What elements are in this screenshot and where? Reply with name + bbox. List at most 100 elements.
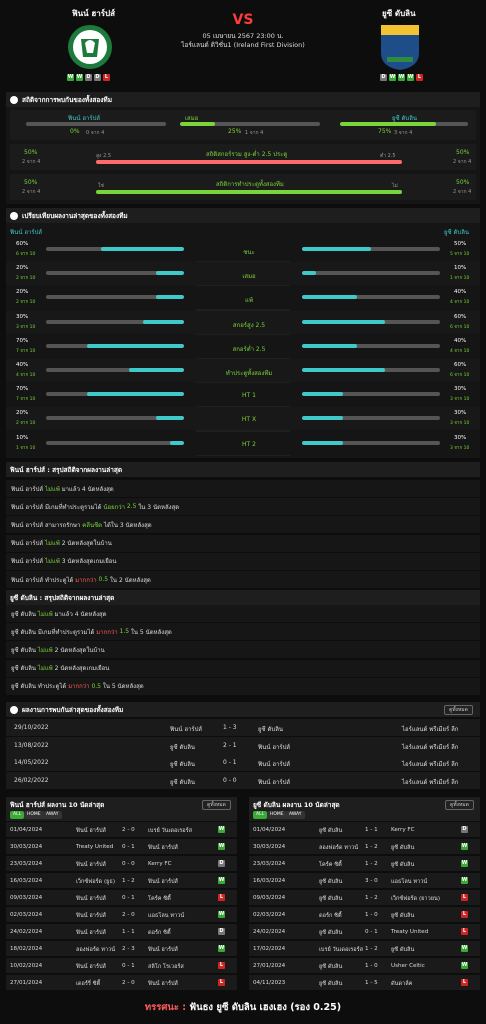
home-team[interactable]: เดอร์รี่ ซิตี้ — [76, 981, 101, 987]
home-team[interactable]: ฟินน์ ฮาร์ปส์ — [76, 862, 106, 868]
home-team[interactable]: ฟินน์ ฮาร์ปส์ — [76, 930, 106, 936]
away-team[interactable]: Treaty United — [391, 929, 429, 935]
home-team[interactable]: ดอร์ก ซิตี้ — [319, 913, 342, 919]
result-row[interactable]: 02/03/2024 ดอร์ก ซิตี้ 1 - 0 ยูซี ดับลิน L — [249, 907, 480, 924]
away-team[interactable]: ฟินน์ ฮาร์ปส์ — [148, 845, 178, 851]
away-team[interactable]: โคร์ค ซิตี้ — [148, 896, 171, 902]
result-row[interactable]: 27/01/2024 เดอร์รี่ ซิตี้ 2 - 0 ฟินน์ ฮาร์ป… — [6, 975, 237, 992]
home-team[interactable]: Treaty United — [76, 844, 114, 850]
away-team[interactable]: ฟินน์ ฮาร์ปส์ — [258, 778, 291, 786]
away-team[interactable]: ดันดาล์ค — [391, 981, 413, 987]
result-row[interactable]: 30/03/2024 ลองฟอร์ด ทาวน์ 1 - 2 ยูซี ดับลิน… — [249, 839, 480, 856]
home-team[interactable]: ฟินน์ ฮาร์ปส์ — [170, 726, 203, 733]
h2h-results-header: ผลงานการพบกันล่าสุดของทั้งสองทีม — [6, 702, 480, 717]
score: 1 - 2 — [365, 895, 378, 901]
filter-home-chip[interactable]: HOME — [24, 811, 44, 819]
home-team[interactable]: ยูซี ดับลิน — [319, 879, 343, 885]
away-team[interactable]: สลิโก โรเวอร์ส — [148, 964, 184, 970]
league-name[interactable]: ไอร์แลนด์ พรีเมียร์ ลีก — [402, 726, 459, 733]
result-row[interactable]: 09/03/2024 ฟินน์ ฮาร์ปส์ 0 - 1 โคร์ค ซิตี้ L — [6, 890, 237, 907]
home-team[interactable]: ยูซี ดับลิน — [170, 743, 195, 751]
league-name[interactable]: ไอร์แลนด์ พรีเมียร์ ลีก — [402, 743, 459, 751]
home-last10-view-all-button[interactable]: ดูทั้งหมด — [202, 800, 231, 810]
league-name[interactable]: ไอร์แลนด์ พรีเมียร์ ลีก — [402, 778, 459, 786]
away-team[interactable]: ยูซี ดับลิน — [391, 845, 415, 851]
result-row[interactable]: 30/03/2024 Treaty United 0 - 1 ฟินน์ ฮาร์ปส… — [6, 839, 237, 856]
away-team[interactable]: ยูซี ดับลิน — [258, 726, 283, 733]
home-team[interactable]: ยูซี ดับลิน — [319, 896, 343, 902]
away-team[interactable]: ยูซี ดับลิน — [391, 913, 415, 919]
match-date: 02/03/2024 — [10, 912, 43, 918]
away-team[interactable]: Kerry FC — [148, 861, 172, 867]
h2h-row[interactable]: 14/05/2022 ยูซี ดับลิน 0 - 1 ฟินน์ ฮาร์ปส์ ไ… — [6, 754, 480, 771]
home-team[interactable]: ลองฟอร์ด ทาวน์ — [76, 947, 116, 953]
home-team[interactable]: ฟินน์ ฮาร์ปส์ — [76, 913, 106, 919]
league-name[interactable]: ไอร์แลนด์ พรีเมียร์ ลีก — [402, 761, 459, 768]
result-row[interactable]: 01/04/2024 ยูซี ดับลิน 1 - 1 Kerry FC D — [249, 822, 480, 839]
away-team[interactable]: ฟินน์ ฮาร์ปส์ — [258, 743, 291, 751]
away-team-name[interactable]: ยูซี ดับลิน — [382, 9, 416, 18]
away-team[interactable]: ฟินน์ ฮาร์ปส์ — [148, 981, 178, 987]
away-team[interactable]: ยูซี ดับลิน — [391, 862, 415, 868]
result-row[interactable]: 16/03/2024 เว็กซ์ฟอร์ด (ยูธ) 1 - 2 ฟินน์ ฮา… — [6, 873, 237, 890]
away-team[interactable]: แอธโลน ทาวน์ — [148, 913, 185, 919]
away-team[interactable]: เว็กซ์ฟอร์ด (ยาวยน) — [391, 896, 440, 902]
match-league: ไอร์แลนด์ ดิวิชั่น1 (Ireland First Divis… — [181, 41, 305, 49]
filter-away-chip[interactable]: AWAY — [43, 811, 62, 819]
away-team[interactable]: ฟินน์ ฮาร์ปส์ — [148, 947, 178, 953]
home-team[interactable]: เบรย์ วันเดอเรอร์ส — [319, 947, 364, 953]
away-team[interactable]: แอธโลน ทาวน์ — [391, 879, 428, 885]
filter-away-chip[interactable]: AWAY — [286, 811, 305, 819]
home-team[interactable]: ฟินน์ ฮาร์ปส์ — [76, 964, 106, 970]
home-bar — [46, 392, 184, 397]
home-team[interactable]: เว็กซ์ฟอร์ด (ยูธ) — [76, 879, 116, 885]
result-row[interactable]: 01/04/2024 ฟินน์ ฮาร์ปส์ 2 - 0 เบรย์ วันเดอ… — [6, 822, 237, 839]
home-team[interactable]: ยูซี ดับลิน — [170, 778, 195, 786]
away-team[interactable]: ยูซี ดับลิน — [391, 947, 415, 953]
result-row[interactable]: 10/02/2024 ฟินน์ ฮาร์ปส์ 0 - 1 สลิโก โรเวอร… — [6, 958, 237, 975]
h2h-row[interactable]: 26/02/2022 ยูซี ดับลิน 0 - 0 ฟินน์ ฮาร์ปส์ ไ… — [6, 771, 480, 789]
home-team[interactable]: ฟินน์ ฮาร์ปส์ — [76, 896, 106, 902]
h2h-row[interactable]: 29/10/2022 ฟินน์ ฮาร์ปส์ 1 - 3 ยูซี ดับลิน ไ… — [6, 719, 480, 736]
result-row[interactable]: 23/03/2024 ฟินน์ ฮาร์ปส์ 0 - 0 Kerry FC D — [6, 856, 237, 873]
result-row[interactable]: 18/02/2024 ลองฟอร์ด ทาวน์ 2 - 3 ฟินน์ ฮาร์ป… — [6, 941, 237, 958]
away-team[interactable]: Usher Celtic — [391, 963, 425, 969]
home-team[interactable]: โคร์ค ซิตี้ — [319, 862, 342, 868]
home-team[interactable]: ฟินน์ ฮาร์ปส์ — [76, 828, 106, 834]
home-team[interactable]: ยูซี ดับลิน — [319, 981, 343, 987]
home-team[interactable]: ลองฟอร์ด ทาวน์ — [319, 845, 359, 851]
home-team[interactable]: ยูซี ดับลิน — [319, 964, 343, 970]
home-team[interactable]: ยูซี ดับลิน — [170, 761, 195, 768]
filter-home-chip[interactable]: HOME — [267, 811, 287, 819]
away-last10-view-all-button[interactable]: ดูทั้งหมด — [445, 800, 474, 810]
away-team[interactable]: ฟินน์ ฮาร์ปส์ — [258, 761, 291, 768]
result-row[interactable]: 24/02/2024 ฟินน์ ฮาร์ปส์ 1 - 1 ดอร์ก ซิตี้ D — [6, 924, 237, 941]
form-badge: D — [94, 74, 101, 81]
result-row[interactable]: 16/03/2024 ยูซี ดับลิน 3 - 0 แอธโลน ทาวน์ W — [249, 873, 480, 890]
home-bar — [46, 295, 184, 300]
result-row[interactable]: 23/03/2024 โคร์ค ซิตี้ 1 - 2 ยูซี ดับลิน W — [249, 856, 480, 873]
result-row[interactable]: 17/02/2024 เบรย์ วันเดอเรอร์ส 1 - 2 ยูซี ดั… — [249, 941, 480, 958]
away-team[interactable]: Kerry FC — [391, 827, 415, 833]
home-team[interactable]: ยูซี ดับลิน — [319, 930, 343, 936]
away-team[interactable]: เบรย์ วันเดอเรอร์ส — [148, 828, 193, 834]
home-team[interactable]: ยูซี ดับลิน — [319, 828, 343, 834]
away-team-logo[interactable] — [377, 23, 423, 71]
ou-left-pct: 50% — [24, 149, 38, 156]
filter-all-chip[interactable]: ALL — [10, 811, 25, 819]
h2h-view-all-button[interactable]: ดูทั้งหมด — [444, 705, 473, 715]
result-row[interactable]: 04/11/2023 ยูซี ดับลิน 1 - 5 ดันดาล์ค L — [249, 975, 480, 992]
home-team-name[interactable]: ฟินน์ ฮาร์ปส์ — [72, 9, 116, 18]
away-team[interactable]: ฟินน์ ฮาร์ปส์ — [148, 879, 178, 885]
home-count: 2 จาก 10 — [16, 300, 36, 306]
btts-right-pct: 50% — [456, 179, 470, 186]
filter-all-chip[interactable]: ALL — [253, 811, 268, 819]
away-team[interactable]: ดอร์ก ซิตี้ — [148, 930, 171, 936]
home-team-logo[interactable] — [67, 23, 113, 71]
compare-row: 30% 3 จาก 10 สกอร์สูง 2.5 60% 6 จาก 10 — [6, 310, 480, 334]
result-row[interactable]: 27/01/2024 ยูซี ดับลิน 1 - 0 Usher Celtic W — [249, 958, 480, 975]
result-row[interactable]: 02/03/2024 ฟินน์ ฮาร์ปส์ 2 - 0 แอธโลน ทาวน์… — [6, 907, 237, 924]
result-row[interactable]: 09/03/2024 ยูซี ดับลิน 1 - 2 เว็กซ์ฟอร์ด (ย… — [249, 890, 480, 907]
h2h-row[interactable]: 13/08/2022 ยูซี ดับลิน 2 - 1 ฟินน์ ฮาร์ปส์ ไ… — [6, 736, 480, 754]
result-row[interactable]: 24/02/2024 ยูซี ดับลิน 0 - 1 Treaty United L — [249, 924, 480, 941]
